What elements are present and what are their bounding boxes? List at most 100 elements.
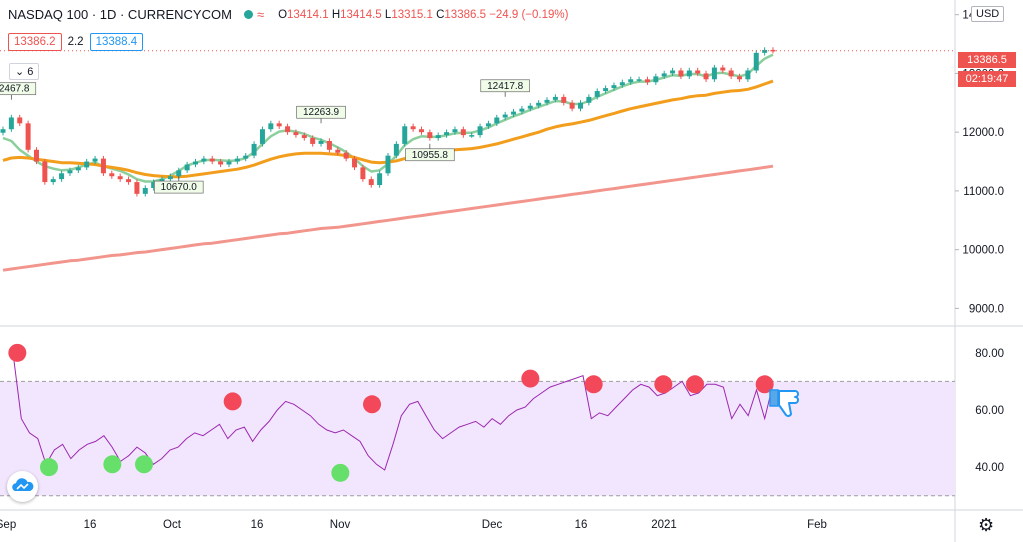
x-tick-label: Nov <box>330 519 351 531</box>
candle <box>628 79 633 82</box>
candle <box>402 126 407 144</box>
price-annotation-label: 10670.0 <box>161 182 198 193</box>
candle <box>645 79 650 82</box>
indicator-count: 6 <box>27 66 33 78</box>
candle <box>360 167 365 179</box>
buy-price-button[interactable]: 13388.4 <box>90 33 144 51</box>
candle <box>461 129 466 135</box>
candle <box>143 188 148 194</box>
chart-header: NASDAQ 100 · 1D · CURRENCYCOM ≈ O13414.1… <box>8 7 568 22</box>
candle <box>637 79 642 81</box>
currency-button[interactable]: USD <box>971 6 1004 22</box>
symbol-title[interactable]: NASDAQ 100 · 1D · CURRENCYCOM <box>8 7 232 22</box>
x-tick-label: Dec <box>482 519 503 531</box>
candle <box>327 141 332 150</box>
candle <box>427 132 432 138</box>
sell-signal-marker <box>363 395 381 413</box>
gear-icon[interactable]: ⚙ <box>978 515 994 536</box>
rsi-band <box>0 381 955 495</box>
candle <box>394 144 399 156</box>
market-open-dot-icon <box>244 10 253 19</box>
candle <box>729 70 734 76</box>
moving-average-line-3 <box>3 166 773 270</box>
candle <box>293 132 298 135</box>
candle <box>519 109 524 112</box>
candle <box>570 103 575 109</box>
candle <box>235 159 240 162</box>
candle <box>352 159 357 168</box>
sell-signal-marker <box>686 375 704 393</box>
candle <box>754 53 759 71</box>
buy-signal-marker <box>103 455 121 473</box>
candle <box>411 126 416 129</box>
candle <box>595 91 600 97</box>
candle <box>34 150 39 162</box>
candle <box>260 129 265 144</box>
candle <box>436 135 441 138</box>
price-annotation-label: 12263.9 <box>303 107 340 118</box>
ohlc-readout: O13414.1 H13414.5 L13315.1 C13386.5 −24.… <box>278 9 568 21</box>
buy-signal-marker <box>331 464 349 482</box>
rsi-tick-label: 80.00 <box>975 348 1004 360</box>
candle <box>319 141 324 144</box>
candle <box>210 159 215 162</box>
y-tick-label: 10000.0 <box>962 245 1004 257</box>
candle <box>377 173 382 185</box>
candle <box>134 182 139 194</box>
candle <box>695 70 700 73</box>
candle <box>252 144 257 156</box>
candle <box>243 156 248 159</box>
candle <box>42 162 47 183</box>
tradingview-logo[interactable] <box>7 471 38 502</box>
price-annotation-label: 12467.8 <box>0 84 30 95</box>
candle <box>285 126 290 132</box>
candle <box>17 117 22 123</box>
candle <box>611 85 616 88</box>
high-value: 13414.5 <box>340 9 382 21</box>
x-tick-label: 16 <box>84 519 97 531</box>
change-value: −24.9 (−0.19%) <box>489 9 568 21</box>
sell-price-button[interactable]: 13386.2 <box>8 33 62 51</box>
high-label: H <box>332 9 340 21</box>
x-tick-label: 16 <box>251 519 264 531</box>
candle <box>67 170 72 173</box>
candle <box>444 132 449 135</box>
candle <box>452 129 457 132</box>
candle <box>109 173 114 176</box>
candle <box>1 129 6 133</box>
candle <box>486 123 491 126</box>
candle <box>737 76 742 79</box>
candle <box>268 123 273 129</box>
candle <box>670 70 675 73</box>
candle <box>101 159 106 174</box>
candle <box>386 156 391 174</box>
cloud-icon <box>7 471 38 502</box>
candle <box>302 135 307 138</box>
candle <box>344 153 349 159</box>
candle <box>84 162 89 168</box>
y-tick-label: 9000.0 <box>969 303 1004 315</box>
x-tick-label: Oct <box>163 519 182 531</box>
candle <box>218 162 223 165</box>
last-price-badge: 13386.5 <box>958 52 1016 68</box>
indicators-toggle-button[interactable]: ⌄ 6 <box>9 63 39 80</box>
candle <box>201 159 206 162</box>
countdown-badge: 02:19:47 <box>958 71 1016 87</box>
candle <box>51 179 56 182</box>
candle <box>511 112 516 115</box>
candle <box>704 73 709 79</box>
rsi-tick-label: 40.00 <box>975 462 1004 474</box>
candle <box>720 68 725 71</box>
candle <box>494 117 499 123</box>
candle <box>59 173 64 179</box>
candle <box>76 167 81 170</box>
sell-signal-marker <box>585 375 603 393</box>
candle <box>185 164 190 170</box>
candle <box>226 162 231 165</box>
x-tick-label: Sep <box>0 519 16 531</box>
candle <box>578 103 583 109</box>
candle <box>176 170 181 176</box>
bid-ask-row: 13386.2 2.2 13388.4 <box>8 33 143 51</box>
candle <box>586 97 591 103</box>
